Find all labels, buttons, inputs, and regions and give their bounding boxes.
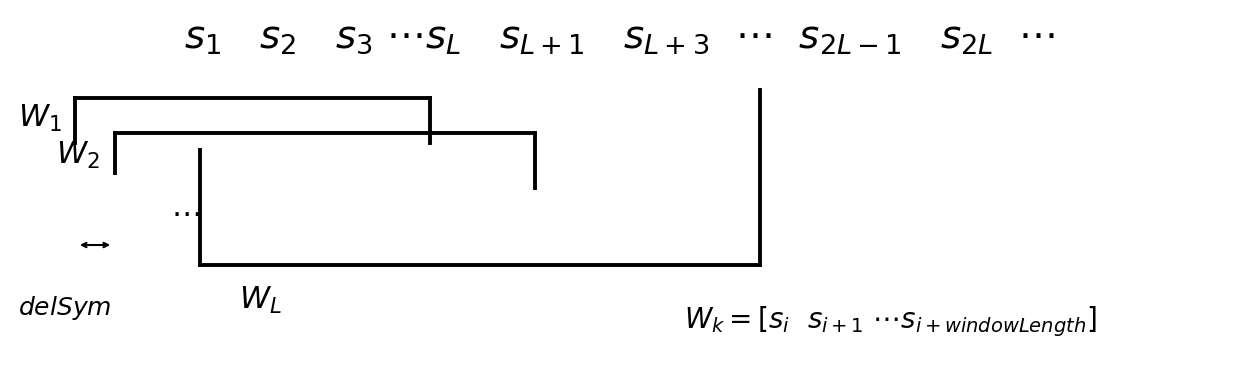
Text: $delSym$: $delSym$ [19, 294, 112, 322]
Text: $W_2$: $W_2$ [56, 139, 100, 171]
Text: $W_1$: $W_1$ [19, 102, 62, 134]
Text: $W_L$: $W_L$ [238, 285, 281, 315]
Text: $W_k = \left[s_i\ \ s_{i+1}\ \cdots s_{i+windowLength}\right]$: $W_k = \left[s_i\ \ s_{i+1}\ \cdots s_{i… [683, 305, 1096, 339]
Text: $\cdots$: $\cdots$ [171, 197, 200, 229]
Text: $s_1$   $s_2$   $s_3\ \cdots s_L$   $s_{L+1}$   $s_{L+3}$  $\cdots$  $s_{2L-1}$ : $s_1$ $s_2$ $s_3\ \cdots s_L$ $s_{L+1}$ … [185, 19, 1055, 56]
